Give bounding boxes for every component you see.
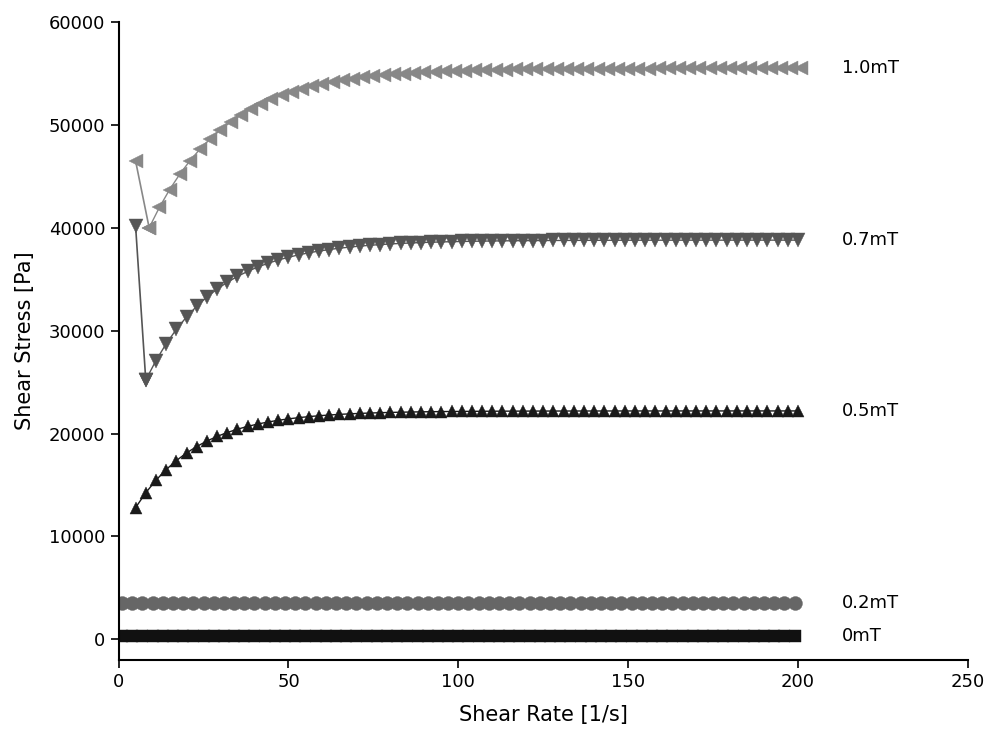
Text: 0.2mT: 0.2mT: [842, 594, 899, 612]
X-axis label: Shear Rate [1/s]: Shear Rate [1/s]: [459, 705, 628, 725]
Text: 0.7mT: 0.7mT: [842, 231, 899, 249]
Text: 0.5mT: 0.5mT: [842, 402, 899, 420]
Y-axis label: Shear Stress [Pa]: Shear Stress [Pa]: [15, 252, 35, 430]
Text: 0mT: 0mT: [842, 628, 882, 645]
Text: 1.0mT: 1.0mT: [842, 59, 899, 77]
